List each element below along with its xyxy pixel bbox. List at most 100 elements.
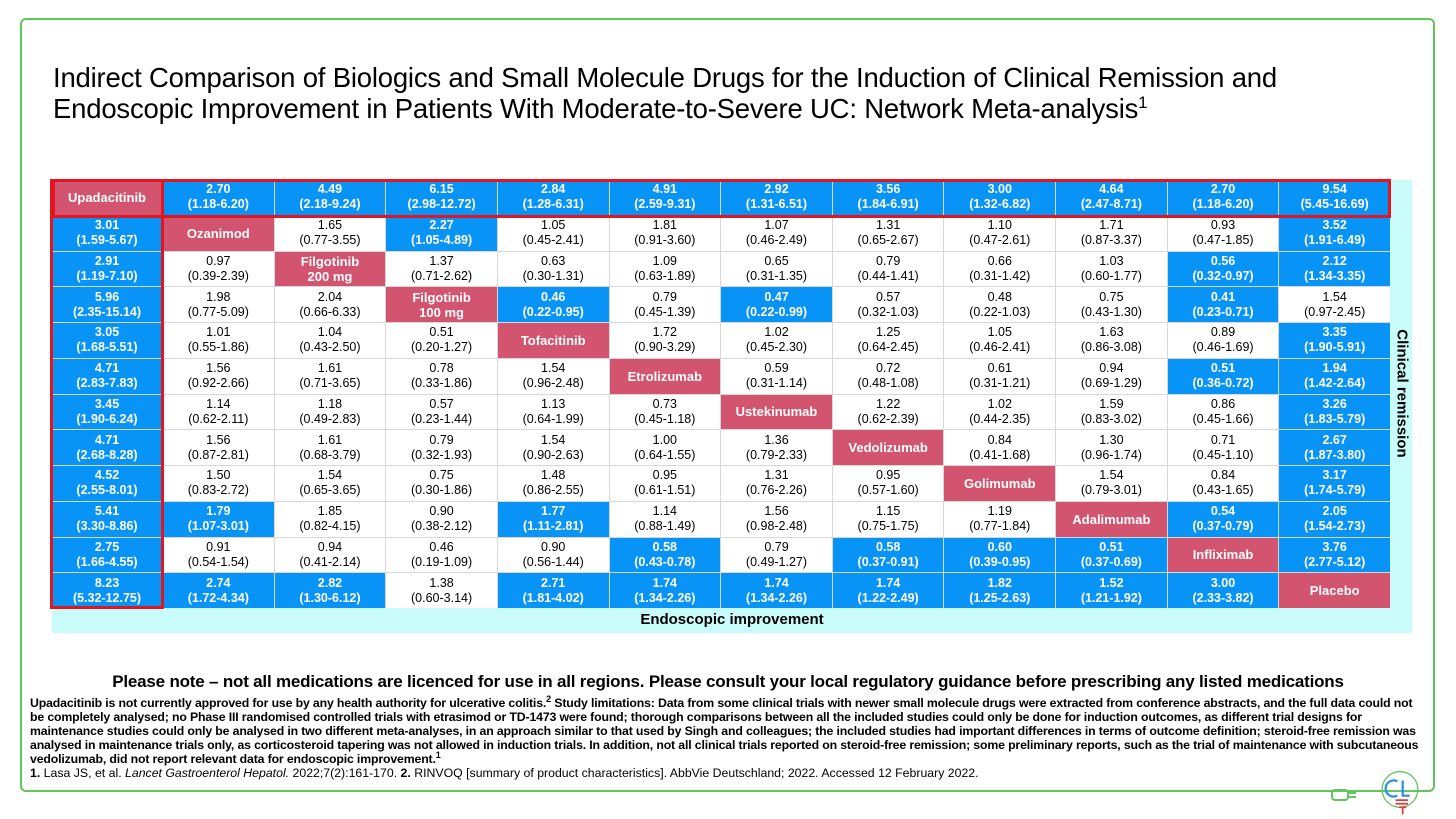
footnote: Upadacitinib is not currently approved f… [30,694,1426,766]
confidence-interval: (0.83-2.72) [187,483,249,498]
confidence-interval: (0.77-5.09) [187,304,249,319]
confidence-interval: (0.31-1.21) [969,376,1031,391]
significant-comparison-cell: 3.76 (2.77-5.12) [1279,537,1390,573]
odds-ratio: 1.74 [652,575,678,590]
odds-ratio: 0.41 [1210,289,1236,304]
odds-ratio: 0.46 [541,289,566,304]
significant-comparison-cell: 1.82 (1.25-2.63) [944,573,1056,608]
comparison-cell: 1.15 (0.75-1.75) [832,501,944,537]
confidence-interval: (0.56-1.44) [522,554,584,569]
comparison-cell: 1.50 (0.83-2.72) [163,466,274,501]
odds-ratio: 1.50 [206,468,231,483]
drug-label-cell: Infliximab [1167,537,1279,573]
confidence-interval: (0.60-3.14) [411,590,473,605]
confidence-interval: (0.61-1.51) [634,483,696,498]
drug-name: Etrolizumab [627,368,703,384]
significant-comparison-cell: 5.41 (3.30-8.86) [52,501,162,537]
odds-ratio: 0.58 [875,539,901,554]
comparison-cell: 1.00 (0.64-1.55) [609,430,721,465]
odds-ratio: 0.90 [541,539,566,554]
significant-comparison-cell: 2.70 (1.18-6.20) [163,180,274,215]
confidence-interval: (0.43-1.30) [1080,304,1142,319]
drug-name: Adalimumab [1072,511,1151,527]
confidence-interval: (0.48-1.08) [857,376,919,391]
confidence-interval: (0.41-1.68) [969,447,1031,462]
confidence-interval: (0.71-2.62) [411,268,473,283]
comparison-cell: 1.31 (0.65-2.67) [832,215,944,251]
confidence-interval: (0.62-2.39) [857,411,919,426]
confidence-interval: (0.77-1.84) [969,519,1031,534]
odds-ratio: 1.05 [987,325,1012,340]
odds-ratio: 1.54 [541,432,566,447]
comparison-cell: 0.95 (0.57-1.60) [832,466,944,501]
confidence-interval: (5.45-16.69) [1300,197,1369,212]
confidence-interval: (2.83-7.83) [76,376,138,391]
confidence-interval: (0.86-3.08) [1080,340,1142,355]
confidence-interval: (0.23-1.44) [411,411,473,426]
comparison-cell: 1.63 (0.86-3.08) [1056,323,1167,358]
confidence-interval: (0.91-3.60) [634,233,696,248]
odds-ratio: 0.57 [429,396,454,411]
league-table: Upadacitinib 2.70 (1.18-6.20) 4.49 (2.18-9.2… [52,180,1390,608]
odds-ratio: 2.75 [94,539,120,554]
significant-comparison-cell: 4.91 (2.59-9.31) [609,180,721,215]
odds-ratio: 2.27 [429,218,454,233]
odds-ratio: 1.74 [875,575,901,590]
odds-ratio: 1.22 [875,396,901,411]
drug-label-cell: Golimumab [944,466,1056,501]
significant-comparison-cell: 0.47 (0.22-0.99) [721,287,832,322]
confidence-interval: (0.43-0.78) [634,554,696,569]
slide-title: Indirect Comparison of Biologics and Sma… [53,62,1413,124]
odds-ratio: 0.75 [1099,289,1124,304]
drug-name: Vedolizumab [848,440,928,456]
comparison-cell: 0.61 (0.31-1.21) [944,358,1056,394]
odds-ratio: 3.26 [1322,396,1347,411]
significant-comparison-cell: 3.00 (1.32-6.82) [944,180,1056,215]
confidence-interval: (1.90-5.91) [1304,340,1366,355]
confidence-interval: (0.77-3.55) [299,233,361,248]
confidence-interval: (1.21-1.92) [1080,590,1142,605]
ref-text: 2022;7(2):161-170. [289,766,401,780]
odds-ratio: 1.81 [652,218,678,233]
drug-label-cell: Ustekinumab [721,394,832,430]
odds-ratio: 3.00 [987,182,1012,197]
drug-label-cell: Upadacitinib [52,180,162,215]
comparison-cell: 1.56 (0.98-2.48) [721,501,832,537]
significant-comparison-cell: 4.52 (2.55-8.01) [52,466,162,501]
drug-name: Filgotinib 200 mg [300,253,360,284]
significant-comparison-cell: 0.56 (0.32-0.97) [1167,251,1279,287]
confidence-interval: (0.19-1.09) [411,554,473,569]
confidence-interval: (0.38-2.12) [411,519,473,534]
confidence-interval: (1.54-2.73) [1304,519,1366,534]
odds-ratio: 0.79 [875,253,901,268]
odds-ratio: 1.02 [764,325,789,340]
odds-ratio: 0.75 [429,468,454,483]
confidence-interval: (0.45-2.30) [745,340,808,355]
odds-ratio: 1.18 [317,396,343,411]
comparison-cell: 1.19 (0.77-1.84) [944,501,1056,537]
confidence-interval: (1.18-6.20) [187,197,249,212]
odds-ratio: 2.67 [1322,432,1347,447]
significant-comparison-cell: 1.52 (1.21-1.92) [1056,573,1167,608]
comparison-cell: 0.79 (0.49-1.27) [721,537,832,573]
comparison-cell: 1.05 (0.46-2.41) [944,323,1056,358]
odds-ratio: 3.45 [94,396,120,411]
odds-ratio: 0.79 [764,539,789,554]
comparison-cell: 1.61 (0.68-3.79) [274,430,386,465]
odds-ratio: 0.72 [875,361,901,376]
confidence-interval: (1.72-4.34) [187,590,249,605]
confidence-interval: (0.30-1.86) [411,483,473,498]
comparison-cell: 1.04 (0.43-2.50) [274,323,386,358]
confidence-interval: (2.55-8.01) [76,483,138,498]
odds-ratio: 2.04 [317,289,343,304]
comparison-cell: 0.57 (0.32-1.03) [832,287,944,322]
confidence-interval: (0.86-2.55) [522,483,584,498]
confidence-interval: (0.64-1.55) [634,447,696,462]
confidence-interval: (0.47-1.85) [1192,233,1254,248]
odds-ratio: 1.54 [317,468,343,483]
comparison-cell: 0.46 (0.19-1.09) [386,537,497,573]
confidence-interval: (0.60-1.77) [1080,268,1142,283]
confidence-interval: (2.77-5.12) [1304,554,1366,569]
odds-ratio: 1.74 [764,575,789,590]
comparison-cell: 0.90 (0.38-2.12) [386,501,497,537]
